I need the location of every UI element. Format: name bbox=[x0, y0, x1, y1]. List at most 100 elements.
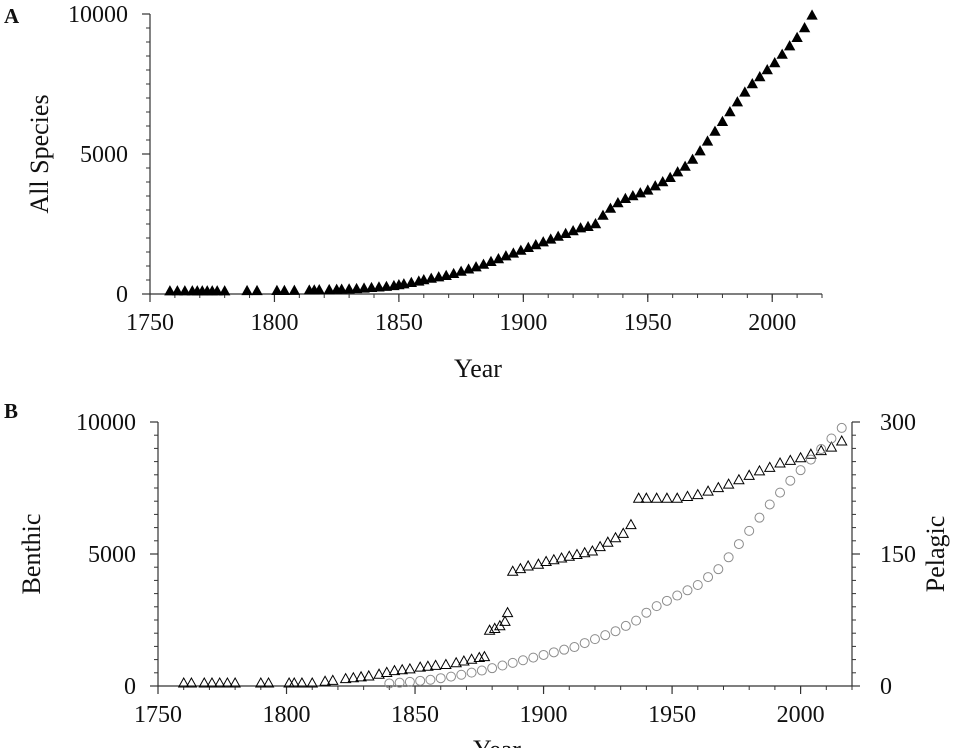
data-point-open-triangle bbox=[388, 664, 401, 676]
data-point-open-circle bbox=[744, 525, 755, 536]
data-point-open-circle bbox=[415, 675, 426, 686]
data-point-triangle bbox=[251, 284, 263, 296]
data-point-triangle bbox=[627, 189, 639, 201]
data-point-triangle bbox=[241, 284, 253, 296]
data-point-triangle bbox=[313, 284, 325, 295]
data-point-triangle bbox=[323, 283, 335, 295]
data-point-open-circle bbox=[404, 676, 415, 687]
data-point-open-circle bbox=[641, 607, 652, 618]
data-point-open-triangle bbox=[296, 676, 308, 688]
data-point-open-triangle bbox=[547, 553, 560, 565]
data-point-open-triangle bbox=[288, 676, 301, 688]
data-point-open-triangle bbox=[555, 552, 568, 563]
data-point-triangle bbox=[679, 160, 691, 171]
data-point-open-triangle bbox=[506, 565, 519, 576]
data-point-triangle bbox=[358, 282, 370, 293]
data-point-open-circle bbox=[785, 475, 796, 486]
data-point-triangle bbox=[522, 241, 534, 253]
data-point-open-circle bbox=[538, 649, 549, 660]
data-point-triangle bbox=[746, 77, 758, 89]
data-point-triangle bbox=[589, 217, 602, 229]
data-point-triangle bbox=[806, 9, 818, 20]
data-point-open-triangle bbox=[671, 492, 684, 503]
data-point-open-triangle bbox=[229, 676, 241, 688]
data-point-open-triangle bbox=[650, 492, 663, 503]
data-point-triangle bbox=[477, 258, 490, 269]
data-point-triangle bbox=[530, 238, 542, 250]
data-point-open-triangle bbox=[478, 650, 491, 662]
data-point-open-triangle bbox=[465, 653, 478, 664]
data-point-open-triangle bbox=[532, 558, 545, 569]
data-point-open-triangle bbox=[753, 464, 766, 476]
y-axis-title: All Species bbox=[25, 94, 54, 213]
data-point-triangle bbox=[218, 285, 231, 296]
data-point-open-circle bbox=[476, 665, 487, 676]
data-point-open-circle bbox=[589, 634, 600, 645]
x-tick-label: 1900 bbox=[499, 310, 547, 336]
data-point-triangle bbox=[335, 283, 348, 294]
x-tick-label: 1950 bbox=[648, 702, 696, 728]
data-point-triangle bbox=[739, 86, 751, 97]
data-point-triangle bbox=[507, 247, 520, 258]
x-tick-label: 1850 bbox=[391, 702, 439, 728]
data-point-open-triangle bbox=[815, 444, 828, 456]
data-point-triangle bbox=[545, 233, 557, 244]
data-point-triangle bbox=[686, 153, 699, 164]
data-point-triangle bbox=[380, 280, 393, 291]
data-point-open-circle bbox=[435, 673, 446, 684]
data-point-open-triangle bbox=[540, 555, 552, 567]
data-point-open-triangle bbox=[198, 676, 211, 688]
data-point-open-triangle bbox=[177, 676, 190, 688]
data-point-triangle bbox=[798, 21, 811, 33]
data-point-open-triangle bbox=[805, 448, 817, 459]
data-point-open-circle bbox=[507, 657, 518, 668]
data-point-open-circle bbox=[569, 642, 580, 653]
data-point-open-circle bbox=[497, 660, 508, 671]
data-point-open-triangle bbox=[213, 676, 226, 688]
data-point-triangle bbox=[492, 252, 505, 264]
x-tick-label: 1750 bbox=[134, 702, 182, 728]
data-point-open-triangle bbox=[522, 559, 534, 571]
data-point-open-triangle bbox=[319, 675, 331, 686]
data-point-open-triangle bbox=[640, 492, 653, 503]
data-point-triangle bbox=[634, 187, 646, 198]
data-point-open-circle bbox=[559, 644, 570, 655]
data-point-open-triangle bbox=[625, 518, 637, 530]
data-point-open-circle bbox=[456, 669, 467, 680]
data-point-triangle bbox=[701, 135, 714, 146]
data-point-open-triangle bbox=[373, 668, 385, 679]
data-point-open-triangle bbox=[691, 488, 704, 500]
data-point-triangle bbox=[716, 115, 729, 126]
data-point-open-triangle bbox=[326, 674, 339, 685]
data-point-triangle bbox=[373, 281, 385, 292]
y-tick-label: 10000 bbox=[76, 410, 136, 436]
y2-tick-label: 150 bbox=[880, 542, 916, 568]
data-point-open-circle bbox=[692, 580, 703, 590]
data-point-open-triangle bbox=[501, 606, 514, 618]
data-point-open-circle bbox=[610, 626, 621, 637]
chart-panel-b: 1750 1800 1850 1900 1950 2000 0 5000 10000 0 150 30… bbox=[17, 410, 950, 748]
data-point-open-circle bbox=[487, 663, 498, 674]
data-point-triangle bbox=[671, 166, 684, 177]
data-point-triangle bbox=[179, 285, 191, 296]
data-point-triangle bbox=[791, 31, 803, 42]
data-point-triangle bbox=[776, 48, 788, 59]
data-point-open-circle bbox=[579, 638, 590, 649]
data-point-triangle bbox=[288, 284, 301, 295]
data-point-triangle bbox=[211, 285, 223, 296]
y-tick-label: 0 bbox=[116, 282, 128, 308]
data-point-open-triangle bbox=[450, 656, 463, 668]
data-point-triangle bbox=[582, 220, 594, 232]
data-point-open-triangle bbox=[339, 672, 352, 684]
data-point-open-triangle bbox=[784, 454, 797, 465]
data-point-open-triangle bbox=[306, 676, 319, 688]
y-axis-title: Benthic bbox=[17, 514, 46, 595]
data-point-open-circle bbox=[600, 630, 611, 641]
data-point-open-triangle bbox=[414, 661, 427, 672]
y-tick-label: 10000 bbox=[68, 2, 128, 28]
data-point-open-circle bbox=[795, 465, 806, 476]
panel-b-letter: B bbox=[4, 399, 18, 423]
data-point-triangle bbox=[761, 63, 773, 75]
data-point-open-circle bbox=[425, 674, 436, 685]
